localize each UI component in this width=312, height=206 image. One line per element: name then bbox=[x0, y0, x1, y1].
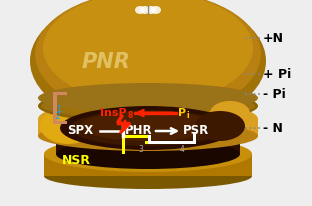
Ellipse shape bbox=[70, 110, 226, 146]
Text: 4: 4 bbox=[180, 144, 185, 153]
Text: P: P bbox=[178, 108, 186, 118]
Bar bbox=[44, 154, 252, 176]
Bar bbox=[145, 141, 151, 144]
Text: - Pi: - Pi bbox=[263, 88, 286, 101]
Bar bbox=[38, 118, 258, 136]
Text: 2: 2 bbox=[56, 111, 61, 121]
Ellipse shape bbox=[38, 121, 258, 151]
Ellipse shape bbox=[30, 0, 266, 129]
Bar bbox=[148, 135, 151, 144]
Text: SPX: SPX bbox=[67, 124, 93, 137]
Ellipse shape bbox=[44, 163, 252, 189]
Ellipse shape bbox=[140, 6, 150, 14]
Bar bbox=[148, 141, 196, 144]
Ellipse shape bbox=[41, 93, 255, 119]
Bar bbox=[122, 135, 150, 138]
Ellipse shape bbox=[44, 136, 252, 172]
Ellipse shape bbox=[135, 6, 145, 14]
Text: +N: +N bbox=[263, 32, 284, 44]
Ellipse shape bbox=[151, 6, 161, 14]
Text: 3: 3 bbox=[138, 144, 143, 153]
Bar bbox=[53, 92, 57, 124]
Bar bbox=[122, 134, 125, 154]
Bar bbox=[193, 132, 196, 144]
Text: NSR: NSR bbox=[62, 154, 91, 167]
Text: i: i bbox=[186, 110, 189, 119]
Ellipse shape bbox=[38, 89, 258, 123]
Ellipse shape bbox=[60, 106, 236, 150]
Text: PSR: PSR bbox=[183, 124, 209, 137]
Ellipse shape bbox=[80, 111, 216, 141]
Ellipse shape bbox=[56, 118, 240, 158]
Ellipse shape bbox=[56, 139, 240, 169]
Ellipse shape bbox=[40, 108, 96, 144]
Text: PHR: PHR bbox=[125, 124, 153, 137]
Ellipse shape bbox=[43, 0, 253, 104]
Ellipse shape bbox=[210, 101, 250, 125]
Ellipse shape bbox=[195, 111, 245, 141]
Text: + Pi: + Pi bbox=[263, 68, 291, 81]
Bar bbox=[53, 121, 67, 124]
Text: InsP: InsP bbox=[100, 108, 127, 118]
Bar bbox=[148, 135, 151, 144]
Ellipse shape bbox=[38, 99, 258, 139]
Bar bbox=[56, 136, 240, 154]
Ellipse shape bbox=[38, 83, 258, 113]
Bar bbox=[53, 92, 67, 95]
Ellipse shape bbox=[146, 6, 156, 14]
Text: PNR: PNR bbox=[82, 52, 131, 72]
Text: 8: 8 bbox=[127, 110, 132, 119]
Text: - N: - N bbox=[263, 122, 283, 135]
Ellipse shape bbox=[56, 0, 240, 90]
Text: 1: 1 bbox=[56, 104, 61, 114]
Ellipse shape bbox=[35, 0, 261, 117]
